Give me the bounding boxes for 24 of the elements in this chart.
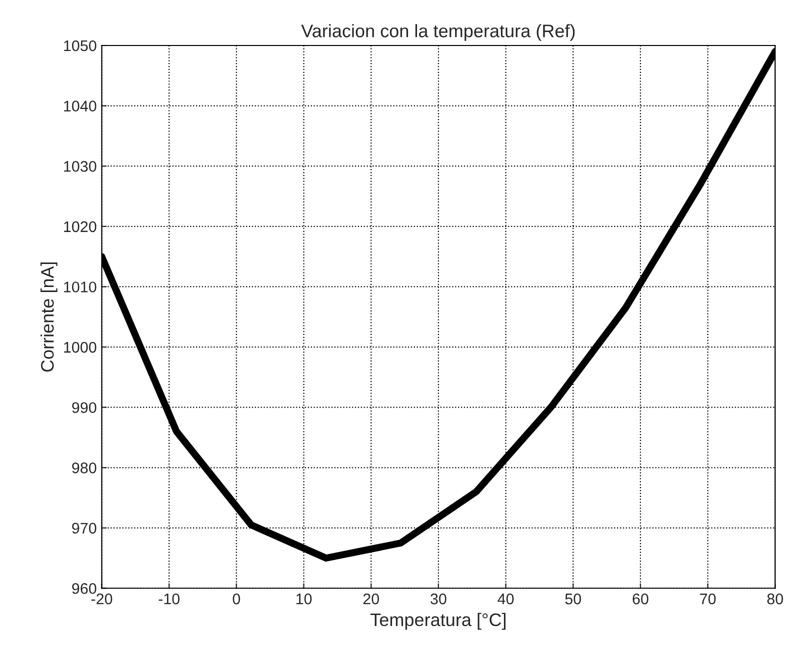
x-tick-label: 40 bbox=[498, 594, 514, 604]
x-tick-label: 30 bbox=[430, 594, 446, 604]
x-tick-label: 80 bbox=[767, 594, 784, 604]
y-axis-title: Corriente [nA] bbox=[40, 262, 58, 372]
y-tick-label: 960 bbox=[72, 583, 96, 594]
y-tick-label: 1000 bbox=[64, 342, 96, 353]
x-tick-label: 60 bbox=[632, 594, 648, 604]
chart-title: Variacion con la temperatura (Ref) bbox=[301, 24, 575, 41]
y-tick-label: 1020 bbox=[64, 221, 96, 232]
x-tick-label: 70 bbox=[700, 594, 716, 604]
x-tick-label: 0 bbox=[232, 594, 240, 604]
x-tick-label: -10 bbox=[158, 594, 180, 604]
y-tick-label: 990 bbox=[72, 402, 96, 414]
y-tick-label: 1030 bbox=[64, 160, 96, 172]
y-tick-label: 1010 bbox=[64, 282, 96, 292]
y-tick-label: 980 bbox=[72, 462, 96, 474]
x-tick-label: 50 bbox=[565, 594, 582, 604]
x-tick-label: -20 bbox=[91, 594, 112, 604]
x-tick-label: 10 bbox=[296, 594, 312, 604]
y-tick-label: 970 bbox=[72, 522, 96, 534]
x-tick-label: 20 bbox=[363, 594, 380, 604]
y-tick-label: 1050 bbox=[64, 40, 96, 52]
x-axis-title: Temperatura [°C] bbox=[370, 612, 506, 630]
y-tick-label: 1040 bbox=[64, 100, 96, 112]
